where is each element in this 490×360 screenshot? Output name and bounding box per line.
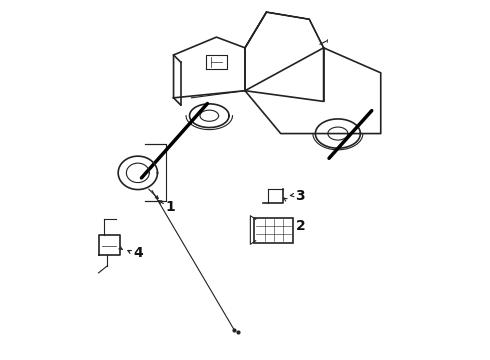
Text: 1: 1 bbox=[165, 200, 175, 214]
Text: 4: 4 bbox=[133, 246, 143, 260]
Text: 2: 2 bbox=[295, 220, 305, 233]
FancyBboxPatch shape bbox=[254, 217, 293, 243]
Text: 3: 3 bbox=[295, 189, 305, 203]
